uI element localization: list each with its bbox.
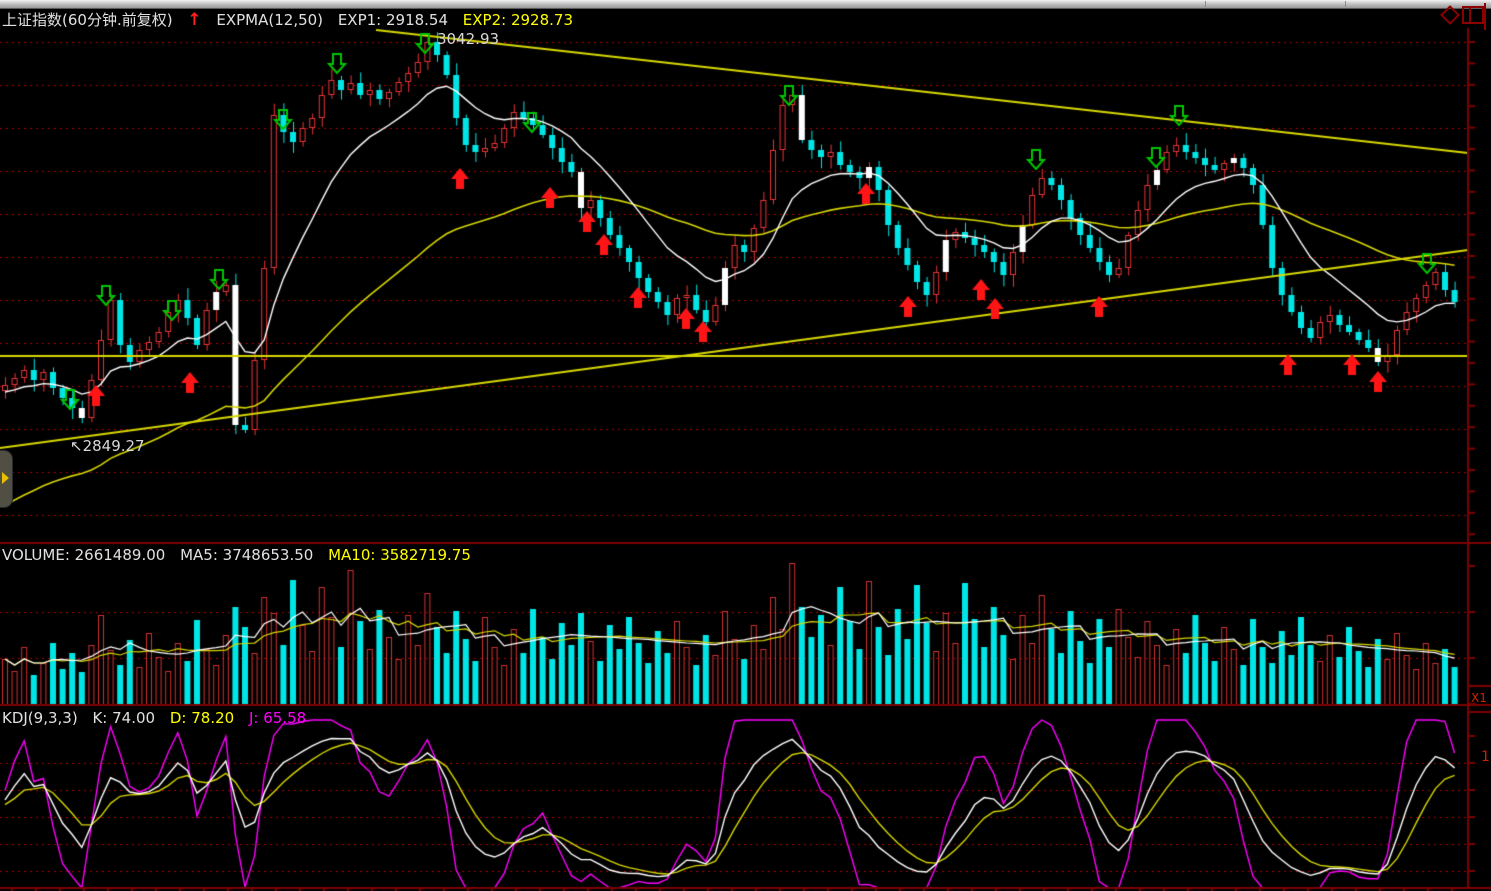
volume-ma5-value: MA5: 3748653.50 (180, 546, 314, 564)
right-edge-divider (1484, 3, 1486, 30)
kdj-panel-header: KDJ(9,3,3) K: 74.00 D: 78.20 J: 65.58 (2, 709, 316, 727)
kdj-indicator-name[interactable]: KDJ(9,3,3) (2, 709, 78, 727)
split-window-icon[interactable] (1462, 6, 1484, 24)
kdj-k-value: K: 74.00 (92, 709, 156, 727)
volume-value: VOLUME: 2661489.00 (2, 546, 166, 564)
kdj-d-value: D: 78.20 (169, 709, 235, 727)
kdj-scale-label: 1 (1481, 749, 1490, 765)
kdj-j-value: J: 65.58 (248, 709, 307, 727)
pane-divider (1469, 8, 1471, 22)
exp1-value: EXP1: 2918.54 (337, 11, 449, 29)
expand-arrow-icon (2, 472, 9, 484)
low-price-annotation: ↖2849.27 (70, 437, 145, 455)
exp2-value: EXP2: 2928.73 (462, 11, 573, 29)
up-arrow-icon: ↑ (187, 10, 202, 30)
volume-panel-header: VOLUME: 2661489.00 MA5: 3748653.50 MA10:… (2, 546, 481, 564)
volume-ma10-value: MA10: 3582719.75 (328, 546, 471, 564)
high-price-annotation: 3042.93 (437, 30, 500, 48)
indicator-name[interactable]: EXPMA(12,50) (216, 11, 324, 29)
x1-axis-label: X1 (1471, 691, 1487, 705)
main-chart-header: 上证指数(60分钟.前复权) ↑ EXPMA(12,50) EXP1: 2918… (2, 9, 583, 30)
collapsed-sidebar-handle[interactable] (0, 450, 13, 508)
symbol-title: 上证指数(60分钟.前复权) (2, 11, 173, 29)
